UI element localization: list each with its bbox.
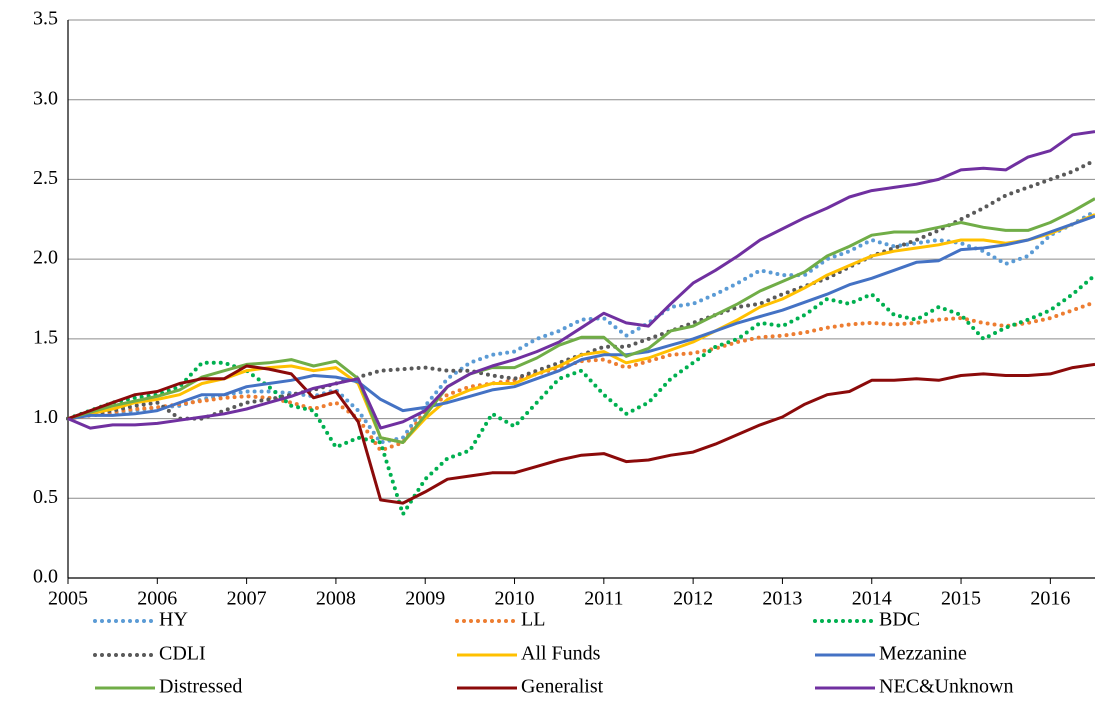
series-line xyxy=(67,214,1095,421)
y-tick-label: 0.0 xyxy=(33,566,58,588)
legend-label: BDC xyxy=(879,609,920,631)
series-line xyxy=(66,209,1095,445)
legend-label: LL xyxy=(521,609,545,631)
legend-label: HY xyxy=(159,609,188,631)
x-tick-label: 2006 xyxy=(137,588,177,610)
x-tick-label: 2014 xyxy=(852,588,892,610)
y-tick-label: 0.5 xyxy=(33,486,58,508)
y-tick-label: 1.5 xyxy=(33,326,58,348)
legend-label: Generalist xyxy=(521,676,604,698)
x-tick-label: 2008 xyxy=(316,588,356,610)
x-tick-label: 2012 xyxy=(673,588,713,610)
y-tick-label: 2.5 xyxy=(33,167,58,189)
x-tick-label: 2016 xyxy=(1030,588,1070,610)
y-tick-label: 2.0 xyxy=(33,247,58,269)
x-tick-label: 2009 xyxy=(405,588,445,610)
y-tick-label: 3.0 xyxy=(33,87,58,109)
legend-label: Mezzanine xyxy=(879,643,967,665)
x-tick-label: 2010 xyxy=(495,588,535,610)
series-line xyxy=(67,197,1095,444)
legend-label: CDLI xyxy=(159,643,206,665)
x-tick-label: 2005 xyxy=(48,588,88,610)
x-tick-label: 2011 xyxy=(584,588,623,610)
y-tick-label: 1.0 xyxy=(33,406,58,428)
legend-label: NEC&Unknown xyxy=(879,676,1013,698)
series-line xyxy=(67,362,1095,505)
series-line xyxy=(67,130,1095,430)
series-line xyxy=(67,213,1095,444)
x-tick-label: 2015 xyxy=(941,588,981,610)
legend-label: Distressed xyxy=(159,676,242,698)
series-line xyxy=(66,300,1095,453)
y-tick-label: 3.5 xyxy=(33,8,58,30)
x-tick-label: 2013 xyxy=(762,588,802,610)
x-tick-label: 2007 xyxy=(227,588,267,610)
series-line xyxy=(66,273,1095,519)
legend-label: All Funds xyxy=(521,643,601,665)
